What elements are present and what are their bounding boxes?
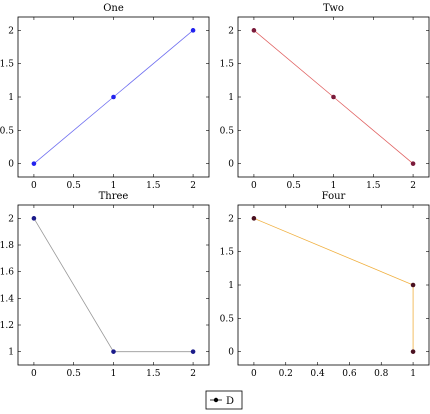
y-tick-label: 0.5 — [220, 126, 235, 136]
y-tick-label: 1.8 — [0, 241, 14, 251]
y-tick-label: 1.6 — [0, 268, 14, 278]
x-tick-label: 0.4 — [310, 369, 325, 379]
chart-title: Three — [99, 191, 129, 202]
x-tick-label: 1 — [410, 369, 416, 379]
y-tick-label: 1.4 — [0, 294, 14, 304]
chart-title: One — [103, 3, 124, 14]
x-tick-label: 1.5 — [366, 181, 381, 191]
x-tick-label: 1.5 — [146, 181, 161, 191]
chart-panel-1: One 0 0.5 1 1.5 2 0 0.5 1 1.5 2 — [0, 3, 210, 191]
data-point — [331, 94, 336, 100]
legend-box — [205, 390, 243, 410]
x-tick-label: 0 — [251, 181, 257, 191]
plot-frame — [237, 204, 430, 366]
x-tick-label: 2 — [410, 181, 416, 191]
y-tick-label: 2 — [228, 214, 234, 224]
x-tick-label: 2 — [190, 369, 196, 379]
y-tick-label: 0.5 — [220, 314, 235, 324]
y-tick-label: 1.5 — [220, 248, 235, 258]
data-point — [251, 216, 257, 221]
chart-title: Four — [322, 191, 346, 202]
legend-marker — [213, 397, 219, 403]
x-tick-label: 2 — [190, 181, 196, 191]
y-tick-label: 1 — [8, 93, 14, 103]
data-point — [410, 349, 416, 354]
x-tick-label: 0.8 — [374, 369, 389, 379]
chart-panel-2: Two 0 0.5 1 1.5 2 0 0.5 1 1.5 2 — [220, 3, 430, 191]
data-point — [190, 349, 196, 354]
x-tick-label: 1 — [331, 181, 337, 191]
x-tick-label: 0 — [31, 181, 37, 191]
y-tick-label: 0 — [228, 160, 234, 170]
x-tick-label: 1.5 — [146, 369, 161, 379]
y-tick-label: 2 — [8, 26, 14, 36]
data-point — [111, 349, 116, 354]
legend: D — [205, 390, 243, 410]
y-tick-label: 0 — [228, 348, 234, 358]
data-point — [31, 216, 37, 221]
y-tick-label: 1 — [8, 348, 14, 358]
y-tick-label: 1 — [228, 93, 234, 103]
chart-panels: One 0 0.5 1 1.5 2 0 0.5 1 1.5 2 Two 0 0.5 1 1.5 2 0 0.5 1 1.… — [0, 3, 430, 379]
chart-panel-3: Three 0 0.5 1 1.5 2 1 1.2 1.4 1.6 1.8 2 — [0, 191, 210, 379]
y-tick-label: 0 — [8, 160, 14, 170]
x-tick-label: 0 — [31, 369, 37, 379]
data-point — [410, 282, 416, 288]
x-tick-label: 0 — [251, 369, 257, 379]
y-tick-label: 1.5 — [0, 60, 14, 70]
y-tick-label: 2 — [228, 26, 234, 36]
y-tick-label: 1.5 — [220, 60, 235, 70]
y-tick-label: 2 — [8, 214, 14, 224]
x-tick-label: 0.5 — [287, 181, 302, 191]
data-point — [251, 28, 257, 33]
chart-title: Two — [323, 3, 344, 14]
x-tick-label: 0.5 — [67, 369, 82, 379]
chart-panel-4: Four 0 0.2 0.4 0.6 0.8 1 0 0.5 1 1.5 2 — [220, 191, 430, 379]
legend-label: D — [226, 396, 234, 407]
x-tick-label: 0.6 — [342, 369, 357, 379]
data-point — [31, 161, 37, 166]
data-point — [111, 94, 116, 100]
data-point — [190, 28, 196, 33]
data-point — [410, 161, 416, 166]
plot-frame — [17, 204, 210, 366]
series-line — [253, 217, 414, 352]
y-tick-label: 1.2 — [0, 321, 14, 331]
y-tick-label: 1 — [228, 281, 234, 291]
x-tick-label: 0.2 — [279, 369, 293, 379]
y-tick-label: 0.5 — [0, 126, 14, 136]
series-line — [33, 218, 194, 353]
x-tick-label: 1 — [111, 369, 117, 379]
x-tick-label: 1 — [111, 181, 117, 191]
x-tick-label: 0.5 — [67, 181, 82, 191]
